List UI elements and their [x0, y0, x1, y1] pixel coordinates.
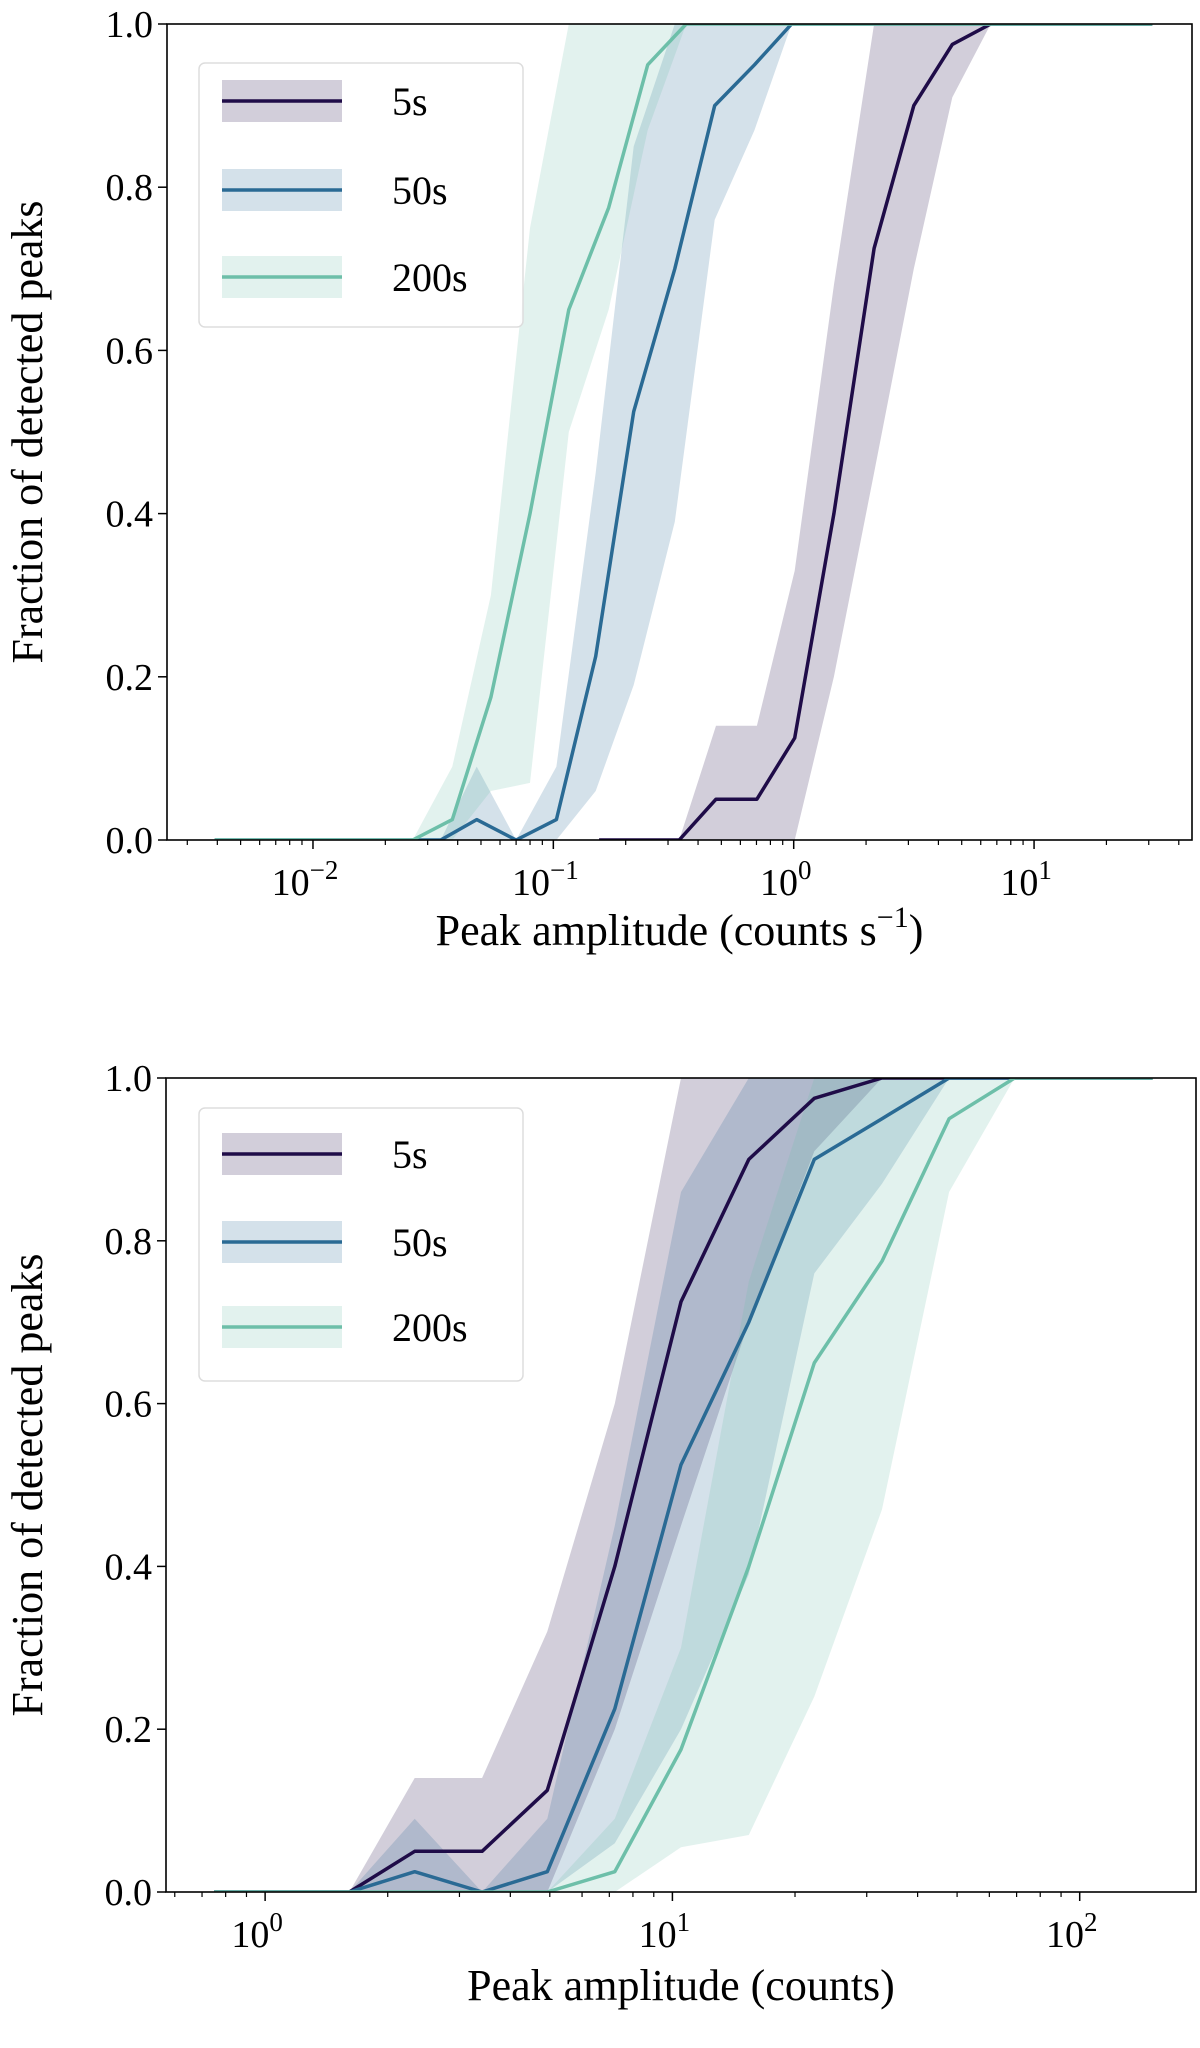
x-tick-exponent: 1: [1038, 855, 1052, 885]
legend-item-200s: 200s: [222, 1305, 468, 1350]
legend-label: 50s: [392, 1220, 448, 1265]
x-tick-exponent: 2: [1084, 1907, 1098, 1937]
axes-frame: [166, 23, 1193, 841]
plot-area: [214, 1078, 1153, 1892]
legend-label: 5s: [392, 1132, 428, 1177]
x-tick-label: 101: [639, 1907, 691, 1956]
y-axis-label: Fraction of detected peaks: [3, 200, 52, 663]
x-axis-label-text: Peak amplitude (counts s: [436, 906, 877, 955]
y-tick-label: 0.4: [106, 494, 154, 536]
axes-frame: [165, 1077, 1197, 1893]
y-tick-label: 0.8: [105, 1221, 153, 1263]
x-tick-base: 10: [760, 862, 798, 904]
line-200s: [214, 1078, 1153, 1892]
x-tick-exponent: 0: [269, 1907, 283, 1937]
line-50s: [214, 1078, 1153, 1892]
x-tick-label: 10−1: [512, 855, 579, 904]
x-tick-base: 10: [1046, 1914, 1084, 1956]
plot-area: [214, 24, 1153, 840]
x-axis-label-tail: ): [909, 906, 924, 955]
y-tick-label: 0.2: [105, 1709, 153, 1751]
x-axis-label: Peak amplitude (counts s−1): [436, 901, 924, 955]
x-tick-exponent: −1: [550, 855, 579, 885]
legend-item-200s: 200s: [222, 255, 468, 300]
band-50s: [214, 24, 1153, 840]
x-tick-label: 102: [1046, 1907, 1098, 1956]
legend-item-50s: 50s: [222, 1220, 448, 1265]
legend-frame: [198, 1107, 524, 1382]
x-tick-exponent: 0: [798, 855, 812, 885]
legend-item-5s: 5s: [222, 79, 428, 124]
legend-frame: [198, 62, 524, 328]
line-50s: [214, 24, 1153, 840]
y-tick-label: 0.6: [106, 330, 154, 372]
x-tick-label: 101: [1000, 855, 1052, 904]
x-axis-label: Peak amplitude (counts): [467, 1961, 895, 2010]
band-50s: [214, 1078, 1153, 1892]
x-axis-label-text: Peak amplitude (counts): [467, 1961, 895, 2010]
x-tick-label: 10−2: [272, 855, 339, 904]
line-5s: [214, 1078, 1153, 1892]
legend-item-50s: 50s: [222, 168, 448, 213]
legend-label: 200s: [392, 255, 468, 300]
x-tick-label: 100: [760, 855, 812, 904]
y-tick-label: 0.4: [105, 1546, 153, 1588]
x-tick-base: 10: [272, 862, 310, 904]
legend-label: 5s: [392, 79, 428, 124]
legend-label: 50s: [392, 168, 448, 213]
x-tick-base: 10: [231, 1914, 269, 1956]
x-tick-exponent: 1: [677, 1907, 691, 1937]
y-tick-label: 0.0: [105, 1872, 153, 1914]
band-200s: [214, 1078, 1153, 1892]
y-tick-label: 0.0: [106, 820, 154, 862]
x-tick-base: 10: [639, 1914, 677, 1956]
legend: 5s 50s 200s: [198, 62, 524, 328]
x-tick-label: 100: [231, 1907, 283, 1956]
band-5s: [599, 24, 1153, 840]
x-tick-base: 10: [512, 862, 550, 904]
band-5s: [214, 1078, 1153, 1892]
legend-label: 200s: [392, 1305, 468, 1350]
y-tick-label: 0.8: [106, 167, 154, 209]
y-tick-label: 1.0: [106, 4, 154, 46]
x-axis-label-sup: −1: [877, 901, 909, 934]
y-tick-label: 1.0: [105, 1058, 153, 1100]
legend: 5s 50s 200s: [198, 1107, 524, 1382]
y-tick-label: 0.2: [106, 657, 154, 699]
y-axis-label: Fraction of detected peaks: [3, 1253, 52, 1716]
y-tick-label: 0.6: [105, 1384, 153, 1426]
line-200s: [214, 24, 1153, 840]
line-5s: [599, 24, 1153, 840]
legend-item-5s: 5s: [222, 1132, 428, 1177]
x-tick-exponent: −2: [310, 855, 339, 885]
x-tick-base: 10: [1000, 862, 1038, 904]
